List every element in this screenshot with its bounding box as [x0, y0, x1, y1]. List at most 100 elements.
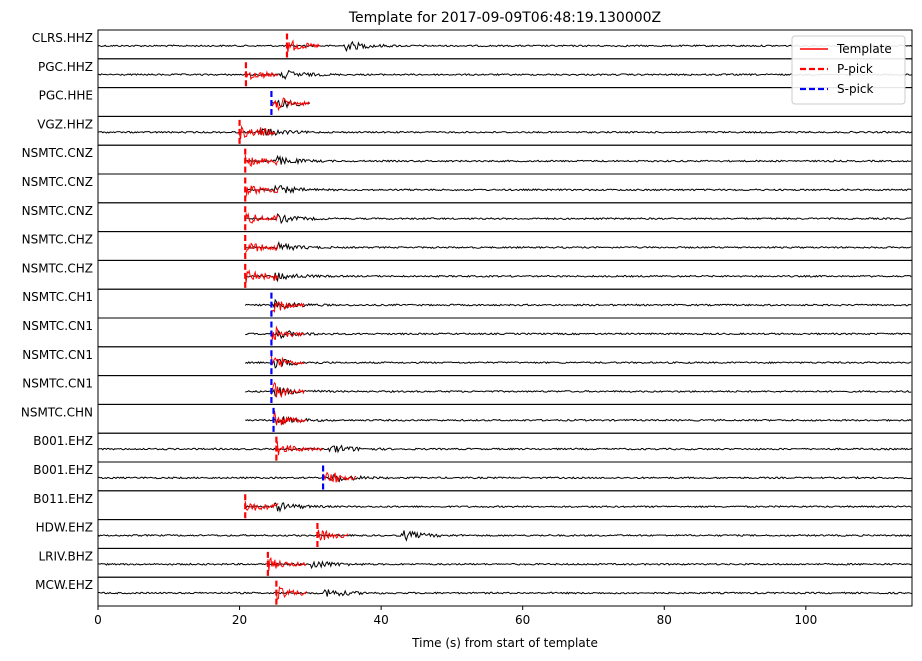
- continuous-trace: [97, 473, 912, 483]
- trace-row: LRIV.BHZ: [38, 547, 913, 578]
- trace-panel: [97, 490, 913, 521]
- trace-panel: [97, 259, 913, 290]
- trace-panel: [97, 432, 913, 463]
- x-tick-label: 40: [373, 613, 388, 627]
- station-label: CLRS.HHZ: [32, 31, 93, 45]
- continuous-trace: [97, 560, 912, 570]
- continuous-trace: [244, 272, 912, 283]
- trace-row: NSMTC.CN1: [22, 317, 913, 348]
- template-trace: [244, 154, 279, 168]
- template-trace: [270, 355, 305, 368]
- continuous-trace: [245, 386, 912, 398]
- trace-row: NSMTC.CHZ: [22, 231, 913, 261]
- template-trace: [322, 471, 357, 483]
- template-trace: [244, 185, 279, 197]
- trace-panel: [97, 547, 913, 578]
- template-trace: [270, 97, 310, 112]
- template-trace: [275, 585, 307, 601]
- trace-row: PGC.HHZ: [38, 58, 913, 89]
- station-label: NSMTC.CNZ: [22, 175, 93, 189]
- trace-row: NSMTC.CN1: [22, 375, 913, 405]
- station-label: NSMTC.CHN: [21, 405, 93, 419]
- x-tick-label: 0: [94, 613, 102, 627]
- continuous-trace: [97, 530, 912, 542]
- trace-panel: [97, 115, 913, 146]
- continuous-trace: [245, 241, 912, 252]
- template-trace: [286, 39, 321, 53]
- x-tick-label: 20: [232, 613, 247, 627]
- trace-panel: [97, 519, 913, 549]
- trace-panel: [97, 461, 913, 492]
- trace-row: CLRS.HHZ: [32, 29, 913, 60]
- continuous-trace: [245, 329, 912, 340]
- legend-box: [791, 35, 906, 105]
- trace-row: VGZ.HHZ: [37, 115, 913, 146]
- station-label: NSMTC.CN1: [22, 319, 93, 333]
- template-trace: [239, 125, 276, 140]
- continuous-trace: [244, 502, 912, 513]
- legend-label: S-pick: [837, 82, 873, 96]
- template-trace: [270, 325, 305, 341]
- legend-label: P-pick: [837, 62, 873, 76]
- template-trace: [270, 382, 305, 399]
- continuous-trace: [244, 213, 912, 225]
- trace-panel: [97, 87, 913, 117]
- x-axis-label: Time (s) from start of template: [411, 636, 598, 650]
- trace-row: NSMTC.CH1: [22, 288, 913, 319]
- trace-row: NSMTC.CN1: [22, 346, 913, 377]
- trace-panel: [97, 317, 913, 348]
- template-trace: [276, 440, 323, 456]
- station-label: PGC.HHE: [39, 89, 93, 103]
- template-trace: [244, 269, 279, 283]
- x-tick-label: 60: [515, 613, 530, 627]
- trace-panel: [97, 288, 913, 319]
- x-tick-label: 100: [794, 613, 817, 627]
- trace-panel: [97, 346, 913, 377]
- trace-row: B001.EHZ: [33, 461, 913, 492]
- continuous-trace: [97, 589, 912, 597]
- continuous-trace: [244, 358, 912, 369]
- template-trace: [267, 556, 307, 571]
- trace-panel: [97, 58, 913, 89]
- station-label: NSMTC.CHZ: [22, 233, 93, 247]
- station-label: MCW.EHZ: [35, 578, 93, 592]
- trace-row: B011.EHZ: [33, 490, 913, 521]
- template-trace: [244, 242, 279, 253]
- continuous-trace: [97, 128, 912, 137]
- continuous-trace: [97, 444, 912, 454]
- trace-row: HDW.EHZ: [36, 519, 913, 549]
- trace-panel: [97, 173, 913, 204]
- continuous-trace: [245, 416, 912, 426]
- x-axis: 0 20 40 60 80 100: [94, 605, 912, 627]
- trace-row: NSMTC.CNZ: [22, 173, 913, 204]
- trace-row: NSMTC.CNZ: [22, 202, 913, 233]
- trace-panel: [97, 231, 913, 261]
- continuous-trace: [97, 69, 912, 81]
- template-trace: [271, 301, 305, 314]
- trace-row: PGC.HHE: [39, 87, 913, 117]
- trace-row: NSMTC.CNZ: [22, 144, 913, 175]
- station-label: NSMTC.CNZ: [22, 204, 93, 218]
- station-label: LRIV.BHZ: [38, 549, 93, 563]
- template-trace: [244, 500, 279, 512]
- trace-panel: [97, 202, 913, 233]
- continuous-trace: [244, 154, 912, 166]
- station-label: PGC.HHZ: [38, 60, 93, 74]
- station-label: NSMTC.CHZ: [22, 261, 93, 275]
- station-label: NSMTC.CN1: [22, 377, 93, 391]
- legend: Template P-pick S-pick: [791, 35, 906, 105]
- station-label: NSMTC.CH1: [22, 290, 93, 304]
- template-trace: [316, 529, 349, 541]
- x-tick-label: 80: [657, 613, 672, 627]
- station-label: NSMTC.CNZ: [22, 146, 93, 160]
- trace-panel: [97, 375, 913, 405]
- trace-row: MCW.EHZ: [35, 576, 913, 607]
- continuous-trace: [244, 298, 912, 310]
- station-label: B011.EHZ: [33, 492, 93, 506]
- legend-label: Template: [836, 42, 892, 56]
- template-trace: [244, 212, 279, 224]
- template-trace: [273, 410, 307, 426]
- station-label: NSMTC.CN1: [22, 348, 93, 362]
- template-trace: [245, 70, 279, 81]
